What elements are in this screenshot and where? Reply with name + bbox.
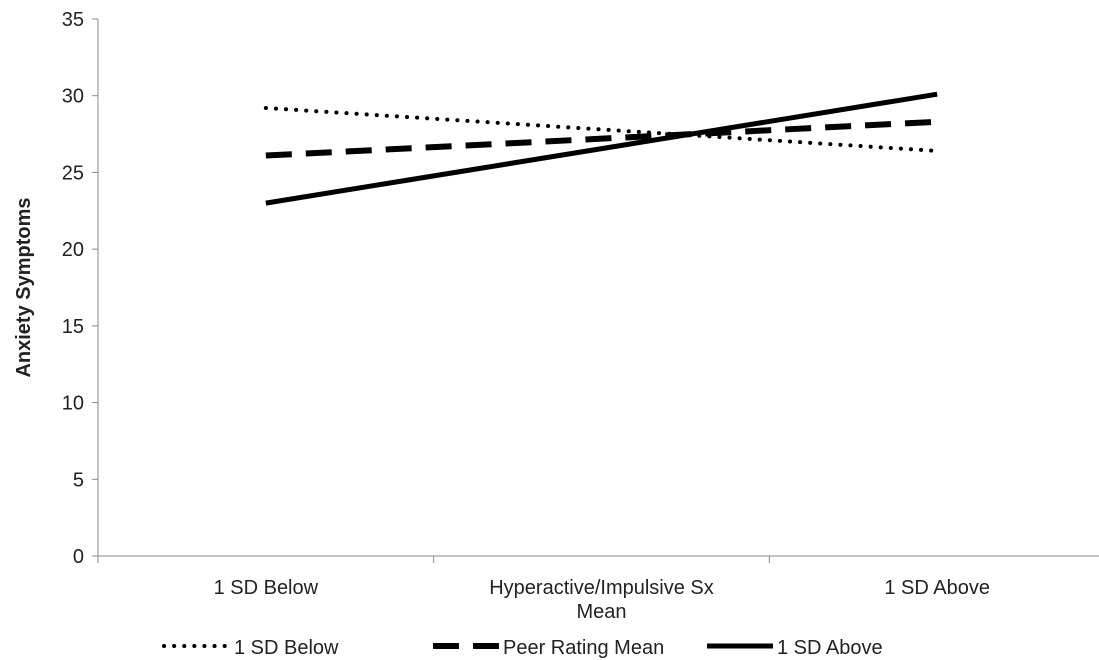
legend: 1 SD Below Peer Rating Mean 1 SD Above: [162, 637, 883, 659]
y-tick-label: 10: [62, 393, 84, 415]
legend-label: 1 SD Below: [234, 637, 339, 659]
series-line-1: [263, 105, 940, 153]
y-tick-label: 15: [62, 316, 84, 338]
legend-label: 1 SD Above: [777, 637, 883, 659]
y-tick-label: 30: [62, 86, 84, 108]
series-line-2: [265, 118, 938, 159]
axes: 0 5 10 15 20 25 30 35 1 SD Below Hyperactive/Impu…: [62, 9, 1099, 623]
series-layer: [263, 91, 940, 206]
x-tick-label: 1 SD Above: [884, 577, 990, 599]
y-tick-label: 20: [62, 239, 84, 261]
series-line-3: [265, 91, 938, 206]
y-tick-label: 0: [73, 546, 84, 568]
y-tick-label: 25: [62, 162, 84, 184]
y-tick-label: 35: [62, 9, 84, 31]
y-axis-title: Anxiety Symptoms: [13, 197, 35, 377]
x-tick-label: Hyperactive/Impulsive Sx Mean: [489, 577, 714, 623]
y-tick-label: 5: [73, 469, 84, 491]
legend-label: Peer Rating Mean: [503, 637, 664, 659]
x-tick-label: 1 SD Below: [214, 577, 319, 599]
